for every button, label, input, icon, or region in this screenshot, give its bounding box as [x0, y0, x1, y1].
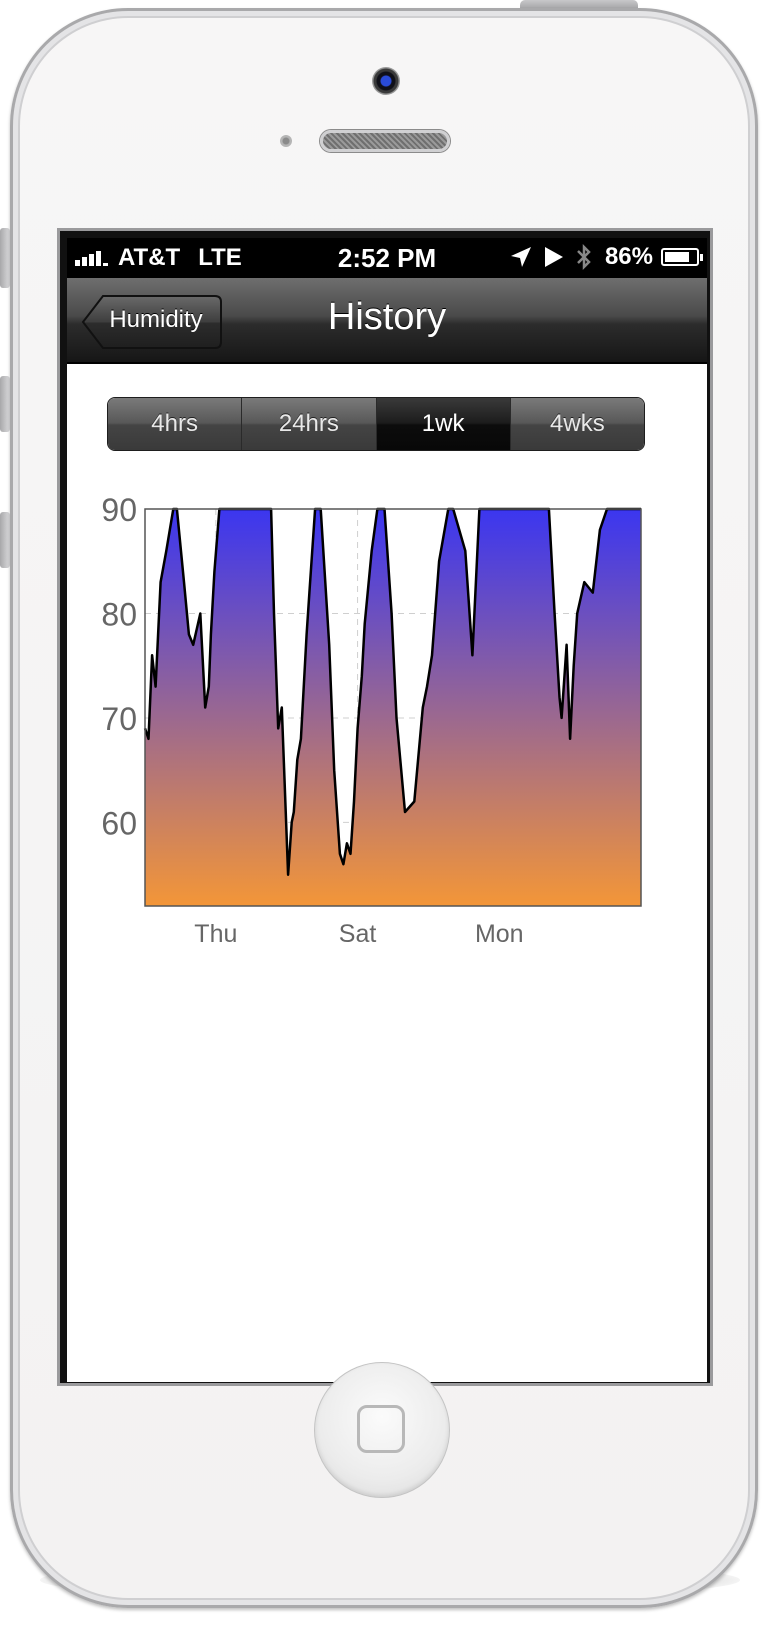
- mute-switch[interactable]: [0, 228, 10, 288]
- play-icon: [544, 247, 563, 267]
- segment-24hrs-label: 24hrs: [278, 410, 339, 437]
- bluetooth-icon: [577, 243, 591, 271]
- segment-1wk-label: 1wk: [421, 410, 465, 437]
- page-title: History: [327, 296, 447, 338]
- signal-icon: [75, 250, 110, 266]
- y-tick-label: 70: [101, 701, 137, 737]
- carrier-label: AT&T: [118, 244, 181, 271]
- segment-24hrs[interactable]: 24hrs: [242, 398, 377, 450]
- location-icon: [510, 247, 531, 267]
- battery-icon: [661, 248, 703, 266]
- plot-border: [144, 508, 642, 907]
- y-tick-label: 90: [101, 492, 137, 528]
- x-tick-label: Mon: [475, 920, 524, 948]
- segment-4wks-label: 4wks: [550, 410, 605, 437]
- battery-percent: 86%: [604, 243, 653, 270]
- segment-4hrs-label: 4hrs: [151, 410, 198, 437]
- home-button[interactable]: [314, 1362, 450, 1498]
- home-square-icon: [357, 1405, 405, 1453]
- humidity-area: [145, 509, 641, 906]
- network-label: LTE: [198, 244, 242, 271]
- proximity-sensor: [280, 135, 292, 147]
- x-tick-label: Thu: [194, 920, 237, 948]
- front-camera-icon: [372, 67, 400, 95]
- sleep-wake-button[interactable]: [520, 0, 638, 10]
- back-button-label: Humidity: [109, 306, 203, 333]
- status-bar: AT&T LTE 2:52 PM 86%: [67, 238, 707, 278]
- volume-up-button[interactable]: [0, 376, 10, 432]
- x-tick-label: Sat: [339, 920, 377, 948]
- segment-1wk[interactable]: 1wk: [376, 398, 511, 450]
- segment-4wks[interactable]: 4wks: [510, 398, 644, 450]
- humidity-history-chart: 90 80 70 60 Thu Sat Mon: [101, 492, 642, 948]
- back-button[interactable]: Humidity: [81, 294, 222, 349]
- time-range-selector: 4hrs 24hrs 1wk 4wks: [107, 397, 645, 451]
- screen: AT&T LTE 2:52 PM 86%: [67, 238, 707, 1382]
- earpiece-speaker: [320, 130, 450, 152]
- segment-4hrs[interactable]: 4hrs: [108, 398, 243, 450]
- navigation-bar: Humidity History: [67, 278, 707, 364]
- y-tick-label: 60: [101, 805, 137, 841]
- back-arrow-icon: [81, 295, 222, 349]
- volume-down-button[interactable]: [0, 512, 10, 568]
- y-tick-label: 80: [101, 596, 137, 632]
- status-time: 2:52 PM: [337, 243, 437, 273]
